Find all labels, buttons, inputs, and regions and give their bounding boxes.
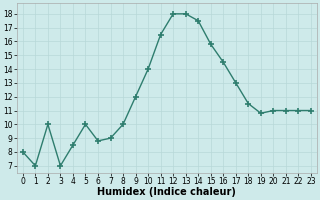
X-axis label: Humidex (Indice chaleur): Humidex (Indice chaleur) bbox=[98, 187, 236, 197]
